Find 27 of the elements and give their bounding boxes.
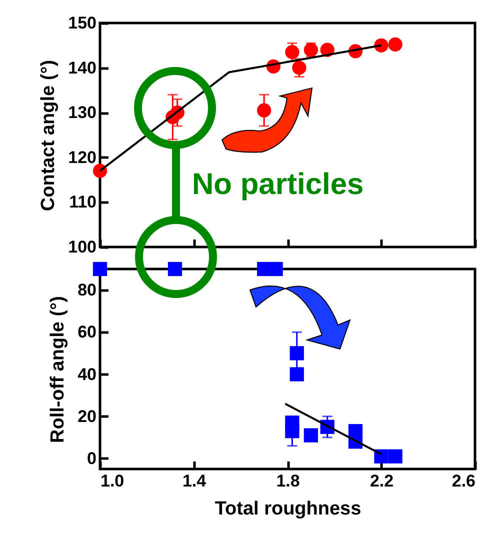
y-tick-label: 60	[78, 322, 96, 342]
y-tick-label: 120	[68, 148, 96, 167]
point	[256, 103, 272, 118]
x-tick-label: 2.6	[452, 472, 476, 490]
y-axis-title: Contact angle (°)	[38, 60, 60, 212]
y-tick-label: 100	[68, 238, 96, 256]
point	[92, 164, 108, 178]
y-tick-label: 40	[78, 364, 96, 384]
point	[292, 60, 306, 75]
y-axis-title: Roll-off angle (°)	[48, 296, 69, 443]
x-tick-label: 1.8	[276, 472, 300, 490]
y-tick-label: 130	[68, 103, 96, 122]
x-tick-label: 2.2	[370, 472, 394, 490]
y-tick-label: 110	[69, 192, 96, 212]
annotation: No particles	[192, 168, 364, 201]
point	[374, 38, 388, 52]
point	[285, 45, 300, 60]
point	[388, 37, 402, 52]
y-tick-label: 150	[68, 14, 96, 32]
y-tick-label: 80	[78, 280, 96, 300]
point	[304, 42, 318, 57]
x-tick-label: 1.0	[100, 472, 124, 490]
y-tick-label: 140	[68, 58, 96, 78]
y-tick-label: 0	[87, 448, 96, 468]
x-tick-label: 1.4	[182, 472, 207, 490]
y-tick-label: 20	[78, 406, 96, 426]
x-axis-title: Total roughness	[214, 498, 362, 520]
